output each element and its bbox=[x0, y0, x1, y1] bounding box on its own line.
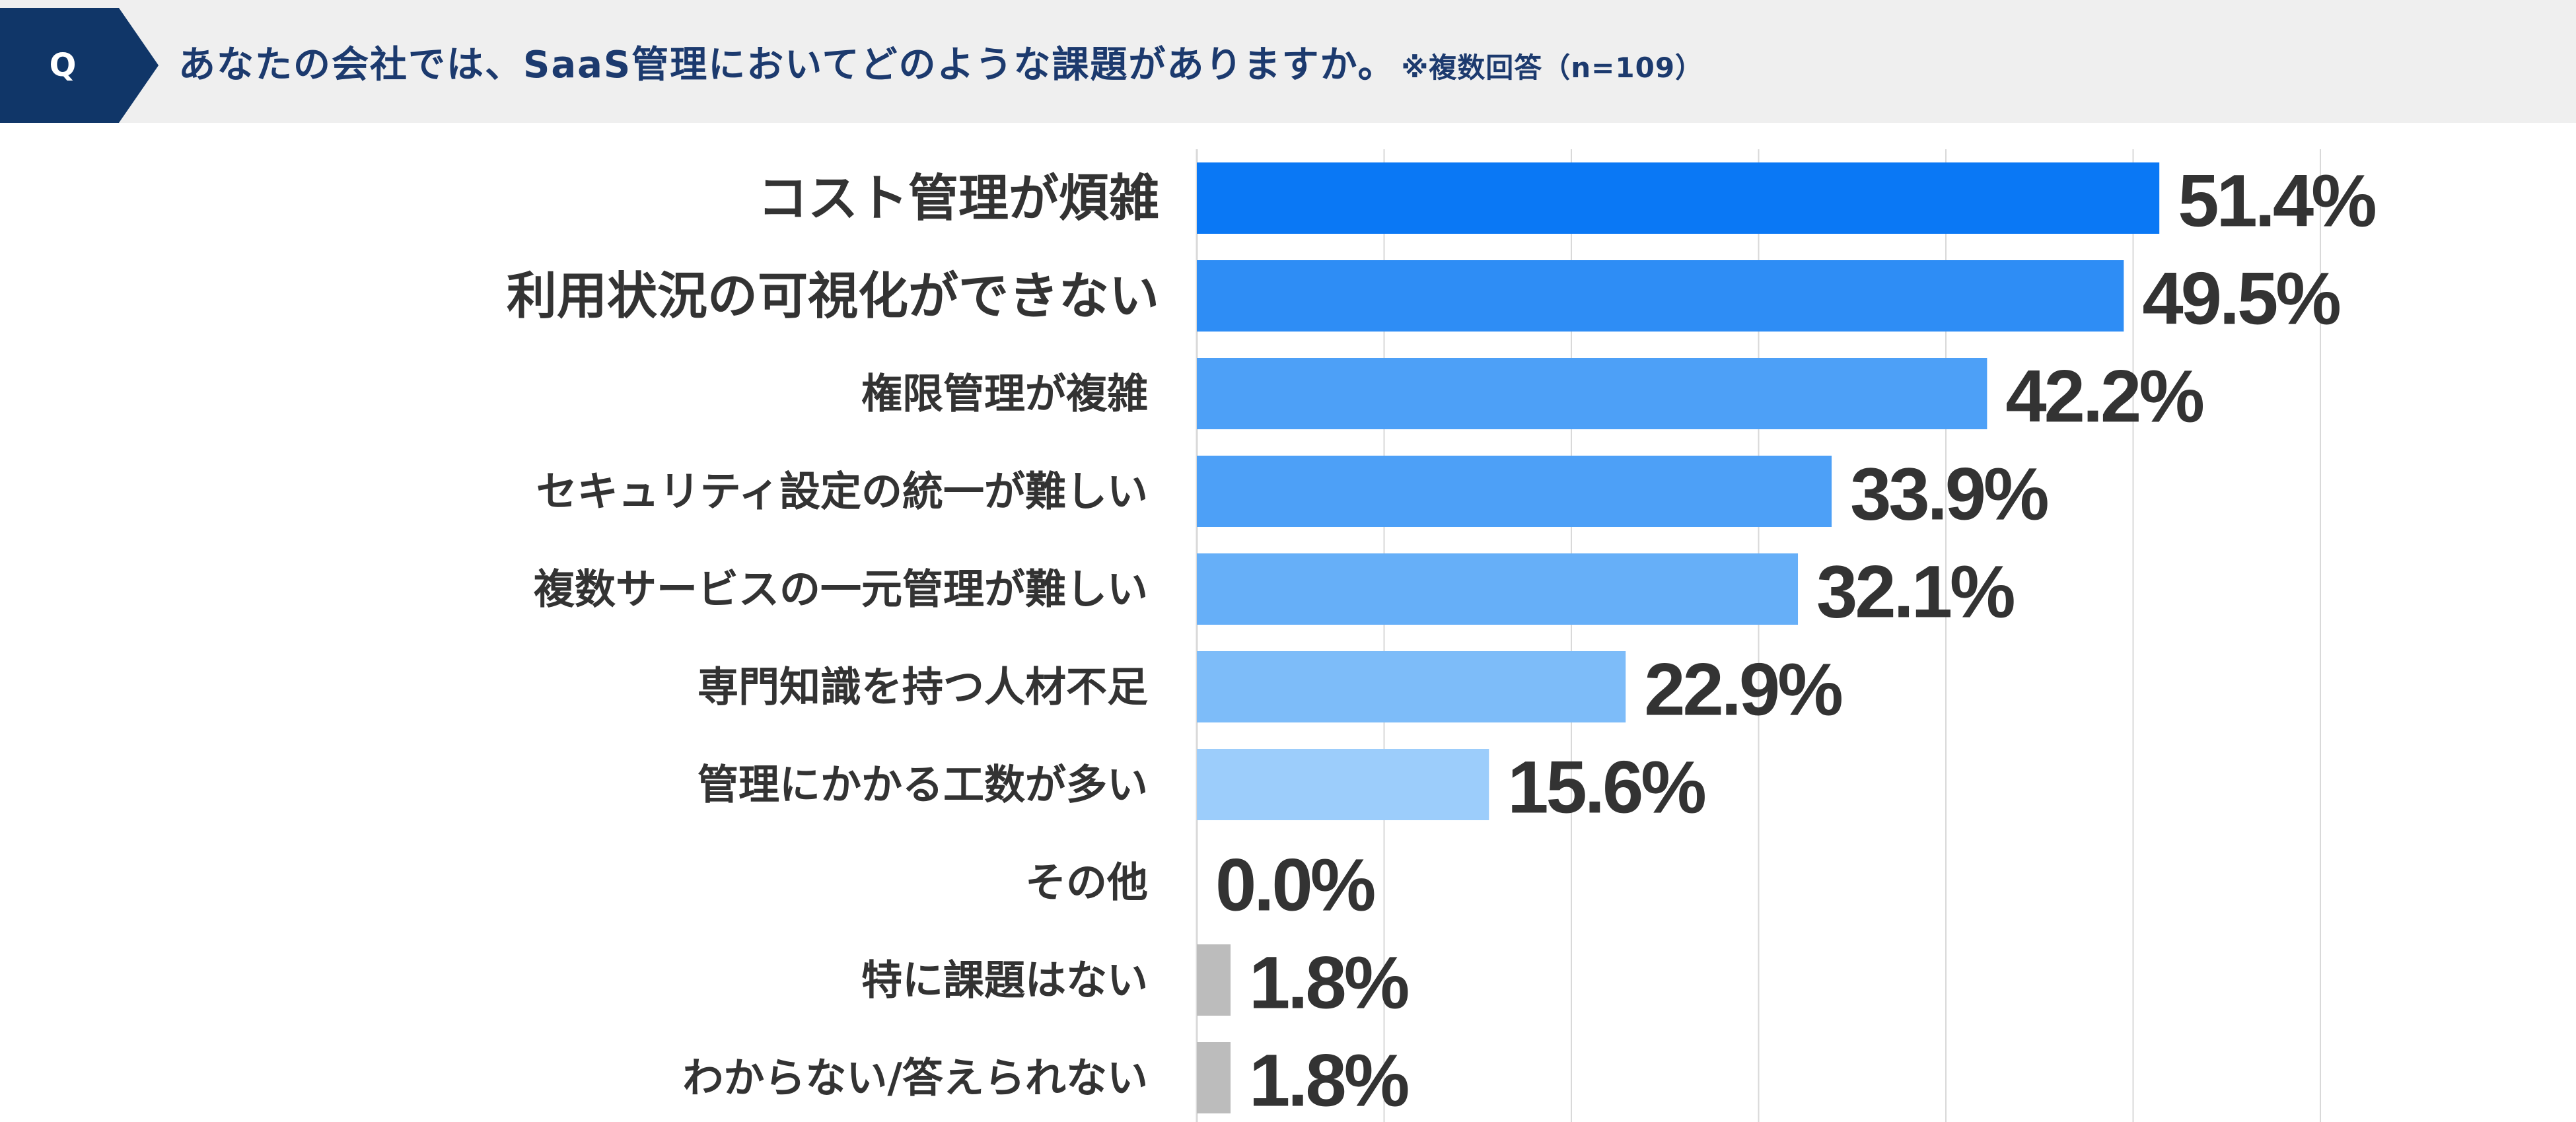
question-badge-letter: Q bbox=[49, 47, 77, 84]
category-label: 管理にかかる工数が多い bbox=[698, 761, 1148, 809]
bar bbox=[1197, 749, 1489, 820]
value-label: 42.2% bbox=[2005, 355, 2203, 438]
category-label: その他 bbox=[1025, 859, 1148, 907]
value-label: 49.5% bbox=[2142, 258, 2340, 340]
badge-arrow-shape bbox=[0, 8, 159, 123]
bar bbox=[1197, 456, 1832, 527]
value-label: 1.8% bbox=[1249, 1039, 1408, 1122]
value-label: 15.6% bbox=[1507, 746, 1705, 829]
value-label: 32.1% bbox=[1816, 551, 2014, 633]
category-label: 権限管理が複雑 bbox=[861, 370, 1148, 418]
category-label: わからない/答えられない bbox=[682, 1054, 1148, 1102]
question-text-row: あなたの会社では、SaaS管理においてどのような課題がありますか。 ※複数回答（n… bbox=[178, 8, 1703, 123]
category-label: セキュリティ設定の統一が難しい bbox=[536, 468, 1148, 516]
bar bbox=[1197, 553, 1799, 625]
bar bbox=[1197, 651, 1626, 722]
category-label: 利用状況の可視化ができない bbox=[507, 267, 1159, 326]
question-text: あなたの会社では、SaaS管理においてどのような課題がありますか。 bbox=[178, 44, 1396, 87]
bar bbox=[1197, 358, 1987, 429]
bar-chart: コスト管理が煩雑 51.4% 利用状況の可視化ができない 49.5% 権限管理が複雑 42… bbox=[507, 149, 2378, 1122]
bar bbox=[1197, 944, 1231, 1016]
category-label: 複数サービスの一元管理が難しい bbox=[534, 565, 1148, 614]
category-label: 特に課題はない bbox=[861, 956, 1148, 1004]
category-label: 専門知識を持つ人材不足 bbox=[698, 663, 1148, 711]
category-label: コスト管理が煩雑 bbox=[758, 169, 1159, 228]
badge-arrow-fill bbox=[0, 8, 159, 123]
question-badge bbox=[0, 8, 159, 123]
bar bbox=[1197, 1042, 1231, 1113]
value-label: 33.9% bbox=[1850, 453, 2048, 536]
question-header: Q あなたの会社では、SaaS管理においてどのような課題がありますか。 ※複数回答… bbox=[0, 0, 2576, 123]
bar bbox=[1197, 260, 2124, 332]
value-label: 0.0% bbox=[1215, 844, 1375, 927]
value-label: 22.9% bbox=[1644, 649, 1842, 731]
value-label: 1.8% bbox=[1249, 942, 1408, 1024]
question-note: ※複数回答（n=109） bbox=[1401, 52, 1704, 84]
bar bbox=[1197, 162, 2160, 234]
value-label: 51.4% bbox=[2178, 160, 2375, 242]
